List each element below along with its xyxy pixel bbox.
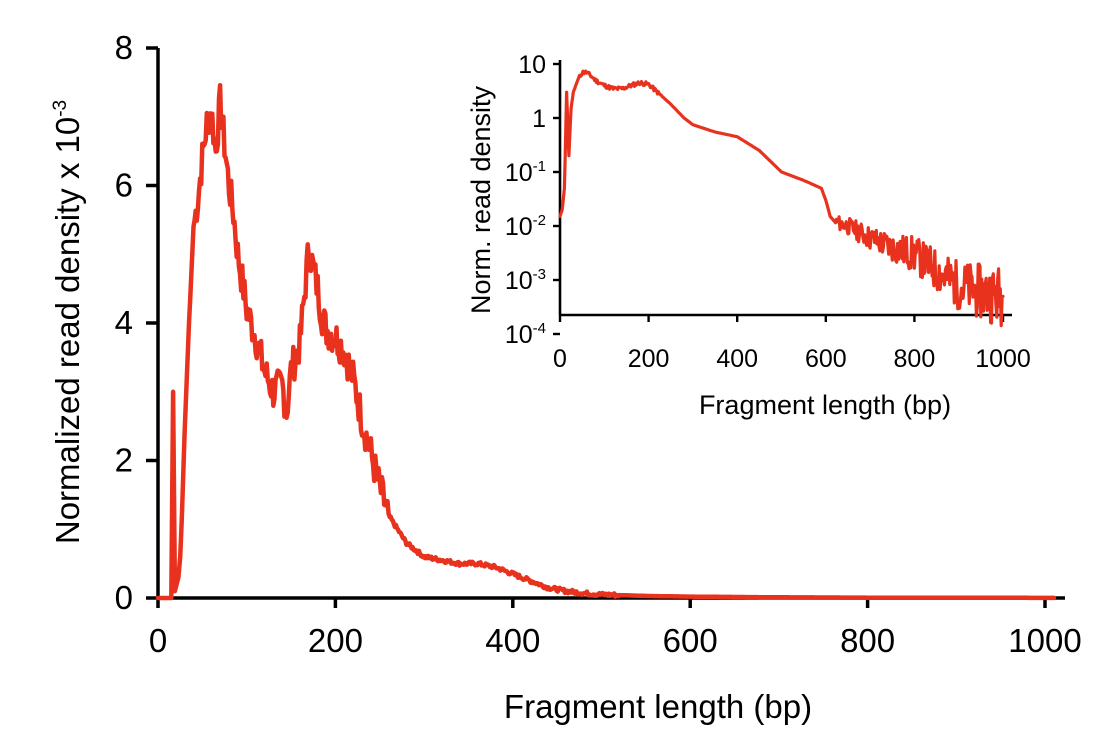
main-y-axis-title: Normalized read density x 10-3 [49, 100, 86, 544]
inset-x-axis-title: Fragment length (bp) [699, 390, 951, 420]
main-tick-labels: 0 200 400 600 800 1000 0 2 4 6 8 [115, 29, 1082, 659]
inset-x-tick-label: 600 [805, 345, 847, 373]
main-x-tick-label: 400 [485, 622, 540, 659]
inset-y-tick-label: 10 [518, 51, 546, 79]
main-chart: 0 200 400 600 800 1000 0 2 4 6 8 Fragment length (… [49, 29, 1082, 725]
inset-y-tick-base: 1 [532, 105, 546, 133]
inset-x-tick-label: 200 [628, 345, 670, 373]
inset-y-tick-label: 10-2 [505, 212, 546, 241]
inset-y-axis-title: Norm. read density [466, 85, 496, 314]
inset-y-tick-base: 10 [505, 213, 533, 241]
main-y-tick-label: 6 [115, 167, 133, 204]
inset-y-tick-base: 10 [505, 159, 533, 187]
main-y-axis-title-exponent: -3 [50, 100, 71, 117]
inset-y-tick-base: 10 [518, 51, 546, 79]
inset-series-line [558, 69, 1005, 328]
inset-y-tick-exponent: -1 [533, 158, 546, 175]
main-x-tick-label: 0 [149, 622, 167, 659]
inset-y-tick-label: 10-3 [505, 266, 546, 295]
main-y-tick-label: 4 [115, 304, 133, 341]
main-y-axis-title-base: Normalized read density x 10 [49, 117, 86, 544]
inset-x-tick-label: 400 [716, 345, 758, 373]
main-x-axis-title: Fragment length (bp) [504, 688, 812, 725]
main-x-tick-label: 200 [308, 622, 363, 659]
main-series-group [155, 82, 1057, 601]
inset-x-tick-label: 0 [553, 345, 567, 373]
inset-y-tick-base: 10 [505, 321, 533, 349]
inset-y-tick-exponent: -3 [533, 266, 546, 283]
inset-y-tick-label: 10-1 [505, 158, 546, 187]
inset-x-tick-label: 1000 [975, 345, 1031, 373]
main-y-tick-label: 8 [115, 29, 133, 66]
main-series-line [155, 82, 1057, 601]
inset-x-tick-label: 800 [894, 345, 936, 373]
main-x-tick-label: 800 [840, 622, 895, 659]
main-y-tick-label: 2 [115, 442, 133, 479]
main-x-tick-label: 600 [663, 622, 718, 659]
inset-y-tick-label: 10-4 [505, 320, 546, 349]
inset-series-group [558, 69, 1005, 328]
inset-y-tick-label: 1 [532, 105, 546, 133]
main-y-tick-label: 0 [115, 579, 133, 616]
main-x-tick-label: 1000 [1008, 622, 1081, 659]
inset-y-tick-exponent: -2 [533, 212, 546, 229]
inset-y-tick-base: 10 [505, 267, 533, 295]
main-ticks [146, 46, 1047, 608]
inset-y-tick-exponent: -4 [533, 320, 546, 337]
inset-ticks [553, 62, 1005, 336]
